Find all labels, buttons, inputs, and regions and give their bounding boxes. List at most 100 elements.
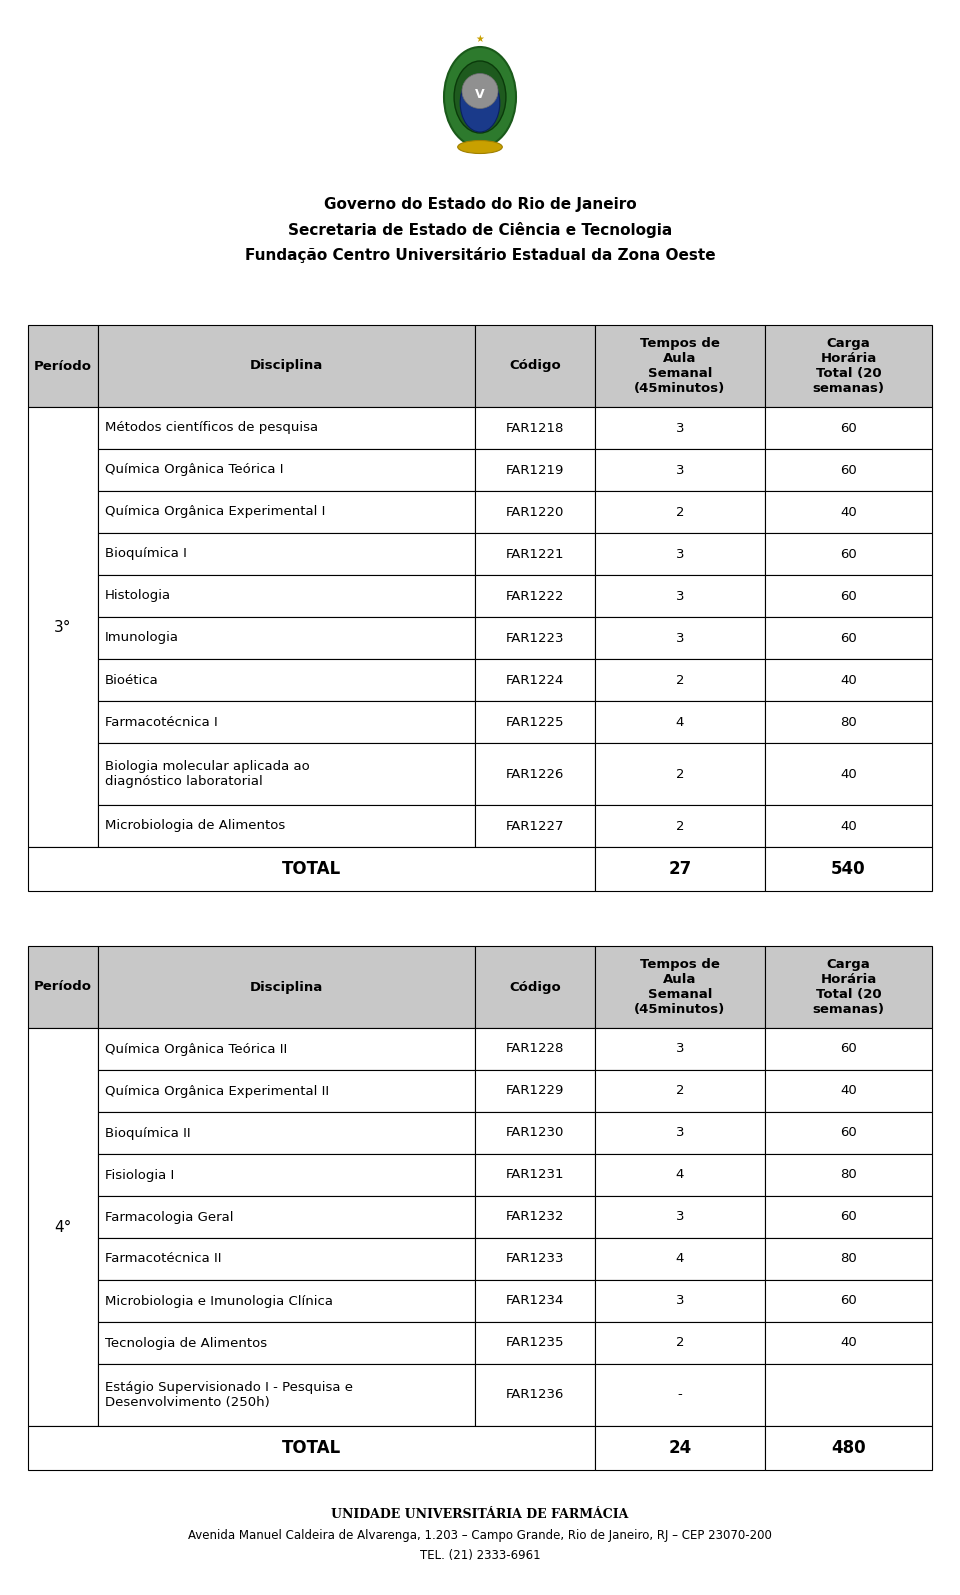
- Text: 2: 2: [676, 1085, 684, 1097]
- Text: -: -: [678, 1389, 683, 1402]
- Bar: [475, 946, 595, 1029]
- Bar: [595, 1070, 765, 1112]
- Text: 60: 60: [840, 1126, 856, 1139]
- Bar: [98, 576, 475, 617]
- Text: FAR1225: FAR1225: [506, 716, 564, 729]
- Bar: [595, 805, 765, 847]
- Text: 3: 3: [676, 590, 684, 603]
- Bar: [98, 1070, 475, 1112]
- Ellipse shape: [462, 73, 498, 108]
- Bar: [28, 325, 98, 407]
- Bar: [765, 1112, 932, 1155]
- Text: Fundação Centro Universitário Estadual da Zona Oeste: Fundação Centro Universitário Estadual d…: [245, 247, 715, 263]
- Text: 40: 40: [840, 506, 856, 518]
- Bar: [595, 617, 765, 659]
- Text: 40: 40: [840, 673, 856, 686]
- Bar: [595, 533, 765, 576]
- Bar: [595, 1112, 765, 1155]
- Bar: [595, 1196, 765, 1238]
- Text: Carga
Horária
Total (20
semanas): Carga Horária Total (20 semanas): [812, 337, 884, 396]
- Text: Estágio Supervisionado I - Pesquisa e
Desenvolvimento (250h): Estágio Supervisionado I - Pesquisa e De…: [105, 1381, 352, 1408]
- Bar: [98, 491, 475, 533]
- Text: 4°: 4°: [54, 1220, 71, 1235]
- Text: TOTAL: TOTAL: [282, 860, 341, 877]
- Text: 2: 2: [676, 1337, 684, 1349]
- Text: TEL. (21) 2333-6961: TEL. (21) 2333-6961: [420, 1549, 540, 1562]
- Text: 60: 60: [840, 1295, 856, 1308]
- Text: FAR1233: FAR1233: [506, 1252, 564, 1265]
- Text: FAR1227: FAR1227: [506, 820, 564, 833]
- Bar: [98, 743, 475, 805]
- Text: 40: 40: [840, 1337, 856, 1349]
- Text: Química Orgânica Teórica I: Química Orgânica Teórica I: [105, 464, 283, 477]
- Text: 3°: 3°: [54, 619, 72, 635]
- Text: Disciplina: Disciplina: [250, 359, 324, 373]
- Ellipse shape: [444, 46, 516, 147]
- Text: 80: 80: [840, 716, 856, 729]
- Bar: [475, 1112, 595, 1155]
- Bar: [595, 1029, 765, 1070]
- Bar: [765, 659, 932, 700]
- Text: FAR1222: FAR1222: [506, 590, 564, 603]
- Ellipse shape: [458, 140, 502, 153]
- Bar: [765, 946, 932, 1029]
- Bar: [98, 1238, 475, 1281]
- Text: 40: 40: [840, 1085, 856, 1097]
- Bar: [98, 946, 475, 1029]
- Text: 60: 60: [840, 421, 856, 434]
- Bar: [28, 1426, 595, 1471]
- Bar: [28, 847, 595, 892]
- Text: Bioética: Bioética: [105, 673, 158, 686]
- Text: 60: 60: [840, 1043, 856, 1056]
- Bar: [765, 407, 932, 450]
- Bar: [595, 407, 765, 450]
- Text: 60: 60: [840, 1211, 856, 1223]
- Text: FAR1232: FAR1232: [506, 1211, 564, 1223]
- Bar: [28, 407, 98, 847]
- Text: 4: 4: [676, 1169, 684, 1182]
- Bar: [595, 743, 765, 805]
- Text: UNIDADE UNIVERSITÁRIA DE FARMÁCIA: UNIDADE UNIVERSITÁRIA DE FARMÁCIA: [331, 1509, 629, 1522]
- Bar: [595, 1155, 765, 1196]
- Bar: [475, 1070, 595, 1112]
- Bar: [475, 1322, 595, 1364]
- Text: Período: Período: [34, 981, 92, 994]
- Bar: [765, 576, 932, 617]
- Bar: [765, 1238, 932, 1281]
- Bar: [98, 533, 475, 576]
- Bar: [765, 617, 932, 659]
- Text: Química Orgânica Teórica II: Química Orgânica Teórica II: [105, 1043, 287, 1056]
- Text: FAR1236: FAR1236: [506, 1389, 564, 1402]
- Bar: [765, 450, 932, 491]
- Text: Governo do Estado do Rio de Janeiro: Governo do Estado do Rio de Janeiro: [324, 198, 636, 212]
- Text: 540: 540: [831, 860, 866, 877]
- Bar: [765, 533, 932, 576]
- Text: 2: 2: [676, 767, 684, 780]
- Bar: [475, 659, 595, 700]
- Text: Carga
Horária
Total (20
semanas): Carga Horária Total (20 semanas): [812, 959, 884, 1016]
- Bar: [595, 1281, 765, 1322]
- Bar: [765, 1322, 932, 1364]
- Text: 27: 27: [668, 860, 691, 877]
- Text: FAR1219: FAR1219: [506, 464, 564, 477]
- Bar: [475, 450, 595, 491]
- Bar: [475, 576, 595, 617]
- Bar: [595, 659, 765, 700]
- Bar: [28, 946, 98, 1029]
- Text: Fisiologia I: Fisiologia I: [105, 1169, 174, 1182]
- Text: 60: 60: [840, 547, 856, 560]
- Bar: [475, 805, 595, 847]
- Text: 40: 40: [840, 767, 856, 780]
- Text: FAR1224: FAR1224: [506, 673, 564, 686]
- Text: 40: 40: [840, 820, 856, 833]
- Text: FAR1220: FAR1220: [506, 506, 564, 518]
- Bar: [475, 407, 595, 450]
- Text: Química Orgânica Experimental I: Química Orgânica Experimental I: [105, 506, 325, 518]
- Bar: [98, 1112, 475, 1155]
- Bar: [475, 617, 595, 659]
- Bar: [475, 1155, 595, 1196]
- Bar: [98, 659, 475, 700]
- Text: FAR1226: FAR1226: [506, 767, 564, 780]
- Text: 2: 2: [676, 506, 684, 518]
- Bar: [475, 1281, 595, 1322]
